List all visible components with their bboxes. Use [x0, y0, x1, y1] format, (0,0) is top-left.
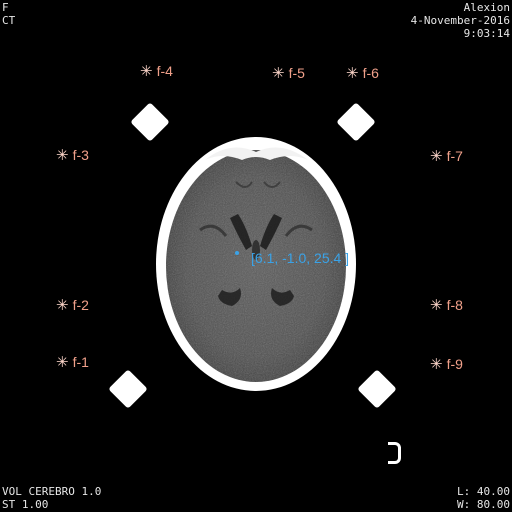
fiducial-f5[interactable]: ✳ f-5	[272, 65, 305, 82]
mouse-cursor-icon	[388, 442, 401, 464]
fiducial-f9[interactable]: ✳ f-9	[430, 356, 463, 373]
fiducial-f8[interactable]: ✳ f-8	[430, 297, 463, 314]
cursor-coordinate-readout: [6.1, -1.0, 25.4 ]	[235, 250, 349, 266]
asterisk-icon: ✳	[56, 354, 69, 371]
asterisk-icon: ✳	[140, 63, 153, 80]
overlay-bottom-right: L: 40.00 W: 80.00	[457, 485, 510, 511]
fiducial-f6[interactable]: ✳ f-6	[346, 65, 379, 82]
overlay-bottom-left: VOL CEREBRO 1.0 ST 1.00	[2, 485, 101, 511]
window-level: L: 40.00	[457, 485, 510, 498]
asterisk-icon: ✳	[56, 147, 69, 164]
lateral-ventricles	[230, 214, 252, 250]
modality: CT	[2, 14, 16, 27]
asterisk-icon: ✳	[430, 148, 443, 165]
series-description: VOL CEREBRO 1.0	[2, 485, 102, 498]
fiducial-f3[interactable]: ✳ f-3	[56, 147, 89, 164]
fiducial-f1[interactable]: ✳ f-1	[56, 354, 89, 371]
patient-sex: F	[2, 1, 9, 14]
asterisk-icon: ✳	[56, 297, 69, 314]
fiducial-f4[interactable]: ✳ f-4	[140, 63, 173, 80]
window-width: W: 80.00	[457, 498, 510, 511]
overlay-top-right: Alexion 4-November-2016 9:03:14	[411, 1, 510, 40]
asterisk-icon: ✳	[430, 297, 443, 314]
slice-thickness: ST 1.00	[2, 498, 49, 511]
study-time: 9:03:14	[463, 27, 510, 40]
asterisk-icon: ✳	[346, 65, 359, 82]
crosshair-point-icon	[235, 251, 239, 255]
asterisk-icon: ✳	[272, 65, 285, 82]
fiducial-f2[interactable]: ✳ f-2	[56, 297, 89, 314]
study-date: 4-November-2016	[410, 14, 510, 27]
fiducial-f7[interactable]: ✳ f-7	[430, 148, 463, 165]
asterisk-icon: ✳	[430, 356, 443, 373]
institution-name: Alexion	[463, 1, 510, 14]
overlay-top-left: F CT	[2, 1, 15, 27]
